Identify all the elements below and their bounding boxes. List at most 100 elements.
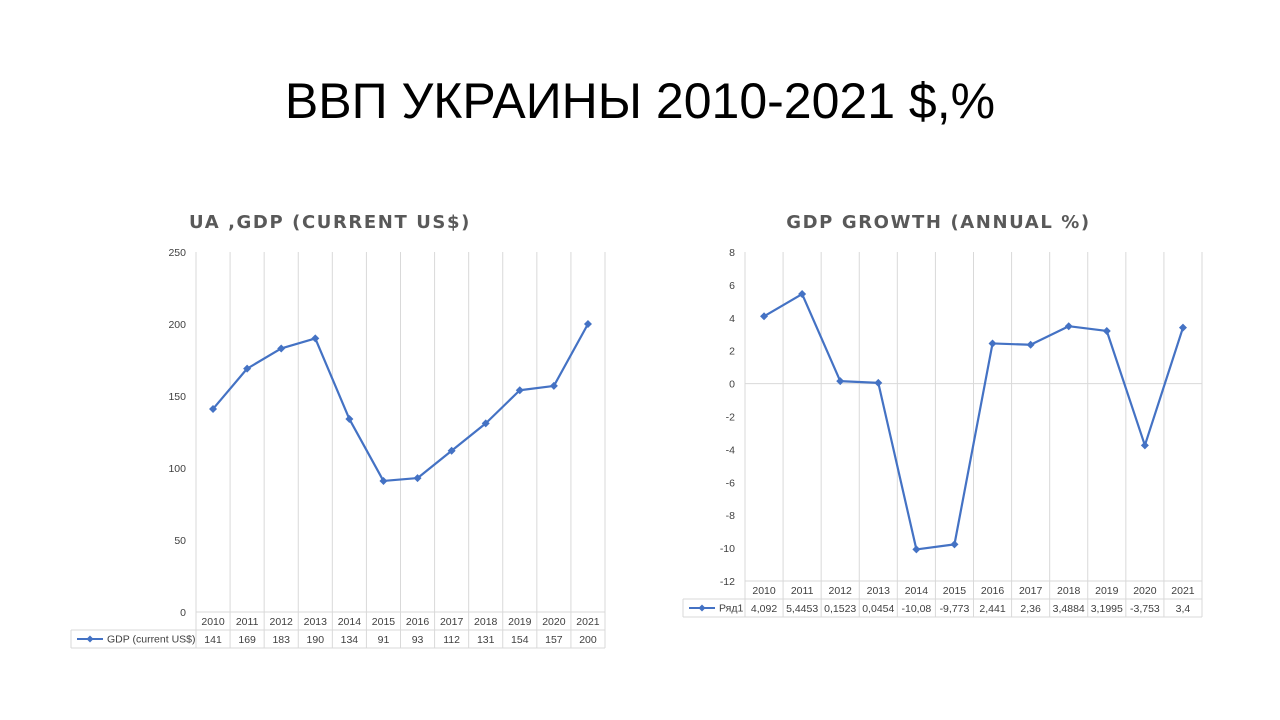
y-tick-label: 0 xyxy=(729,379,735,391)
x-tick-label: 2021 xyxy=(576,616,600,628)
y-tick-label: 200 xyxy=(168,319,186,331)
data-label: 0,0454 xyxy=(862,603,894,615)
x-tick-label: 2019 xyxy=(1095,585,1119,597)
data-point xyxy=(874,378,883,387)
data-label: 190 xyxy=(307,634,325,646)
data-label: 4,092 xyxy=(751,603,777,615)
legend-marker xyxy=(86,635,94,643)
data-point xyxy=(379,476,388,485)
x-tick-label: 2011 xyxy=(791,585,814,597)
x-tick-label: 2018 xyxy=(1057,585,1081,597)
data-point xyxy=(1178,323,1187,332)
x-tick-label: 2015 xyxy=(943,585,967,597)
y-tick-label: -4 xyxy=(726,444,735,456)
x-tick-label: 2020 xyxy=(1133,585,1157,597)
data-point xyxy=(798,290,807,299)
data-point xyxy=(912,545,921,554)
data-label: 112 xyxy=(443,634,460,646)
slide-title: ВВП УКРАИНЫ 2010-2021 $,% xyxy=(284,73,996,129)
y-tick-label: 250 xyxy=(168,247,186,259)
data-label: 91 xyxy=(378,634,390,646)
y-tick-label: 150 xyxy=(168,391,186,403)
x-tick-label: 2010 xyxy=(752,585,776,597)
x-tick-label: 2020 xyxy=(542,616,566,628)
data-label: 141 xyxy=(204,634,222,646)
x-tick-label: 2019 xyxy=(508,616,532,628)
data-label: -9,773 xyxy=(940,603,970,615)
x-tick-label: 2014 xyxy=(905,585,929,597)
data-label: 3,1995 xyxy=(1091,603,1123,615)
data-label: 2,441 xyxy=(979,603,1005,615)
chart-title-gdp: UA ,GDP (CURRENT US$) xyxy=(189,212,471,233)
data-point xyxy=(1064,322,1073,331)
data-label: 2,36 xyxy=(1020,603,1041,615)
data-label: 134 xyxy=(341,634,359,646)
x-tick-label: 2013 xyxy=(867,585,891,597)
data-label: 157 xyxy=(545,634,563,646)
data-label: 93 xyxy=(412,634,424,646)
data-label: 183 xyxy=(272,634,290,646)
legend-label: Ряд1 xyxy=(719,603,743,615)
data-point xyxy=(277,344,286,353)
data-label: 169 xyxy=(238,634,256,646)
data-point xyxy=(515,386,524,395)
chart-1: -12 -10 -8 -6 -4 -2 0 2 4 6 8 2010 2011 2012 2013 2014 2… xyxy=(682,247,1203,618)
x-tick-label: 2015 xyxy=(372,616,396,628)
x-tick-label: 2017 xyxy=(440,616,464,628)
x-tick-label: 2016 xyxy=(981,585,1005,597)
data-point xyxy=(760,312,769,321)
data-label: 131 xyxy=(477,634,495,646)
y-tick-label: 50 xyxy=(174,535,186,547)
y-tick-label: 100 xyxy=(168,463,186,475)
x-tick-label: 2014 xyxy=(338,616,362,628)
data-label: -3,753 xyxy=(1130,603,1160,615)
data-point xyxy=(447,446,456,455)
y-tick-label: -6 xyxy=(726,477,735,489)
x-tick-label: 2011 xyxy=(236,616,259,628)
y-tick-label: 2 xyxy=(729,346,735,358)
legend-label: GDP (current US$) xyxy=(107,634,196,646)
data-label: -10,08 xyxy=(901,603,931,615)
x-tick-label: 2016 xyxy=(406,616,430,628)
y-tick-label: -12 xyxy=(720,576,735,588)
y-tick-label: 8 xyxy=(729,247,735,259)
y-tick-label: -10 xyxy=(720,543,735,555)
data-point xyxy=(481,419,490,428)
data-point xyxy=(950,540,959,549)
legend-marker xyxy=(698,604,706,612)
data-point xyxy=(1140,441,1149,450)
data-label: 3,4 xyxy=(1176,603,1191,615)
data-point xyxy=(1026,340,1035,349)
y-tick-label: 6 xyxy=(729,280,735,292)
data-point xyxy=(413,474,422,483)
data-point xyxy=(209,404,218,413)
data-label: 5,4453 xyxy=(786,603,818,615)
y-tick-label: -2 xyxy=(726,412,735,424)
x-tick-label: 2013 xyxy=(304,616,328,628)
x-tick-label: 2018 xyxy=(474,616,498,628)
data-point xyxy=(836,377,845,386)
data-label: 0,1523 xyxy=(824,603,856,615)
data-label: 3,4884 xyxy=(1053,603,1085,615)
x-tick-label: 2012 xyxy=(829,585,853,597)
x-tick-label: 2012 xyxy=(270,616,294,628)
y-tick-label: 0 xyxy=(180,607,186,619)
data-point xyxy=(988,339,997,348)
chart-0: 0 50 100 150 200 250 2010 2011 2012 2013 2014 2015 2… xyxy=(70,247,606,649)
data-point xyxy=(583,320,592,328)
data-point xyxy=(345,415,354,424)
data-point xyxy=(1102,326,1111,335)
data-label: 200 xyxy=(579,634,597,646)
x-tick-label: 2021 xyxy=(1171,585,1195,597)
series-line xyxy=(212,323,589,483)
data-label: 154 xyxy=(511,634,529,646)
data-point xyxy=(549,381,558,390)
y-tick-label: 4 xyxy=(729,313,735,325)
data-point xyxy=(243,364,252,373)
y-tick-label: -8 xyxy=(726,510,735,522)
data-point xyxy=(311,334,320,343)
x-tick-label: 2017 xyxy=(1019,585,1043,597)
x-tick-label: 2010 xyxy=(201,616,225,628)
chart-title-growth: GDP GROWTH (ANNUAL %) xyxy=(786,212,1091,233)
